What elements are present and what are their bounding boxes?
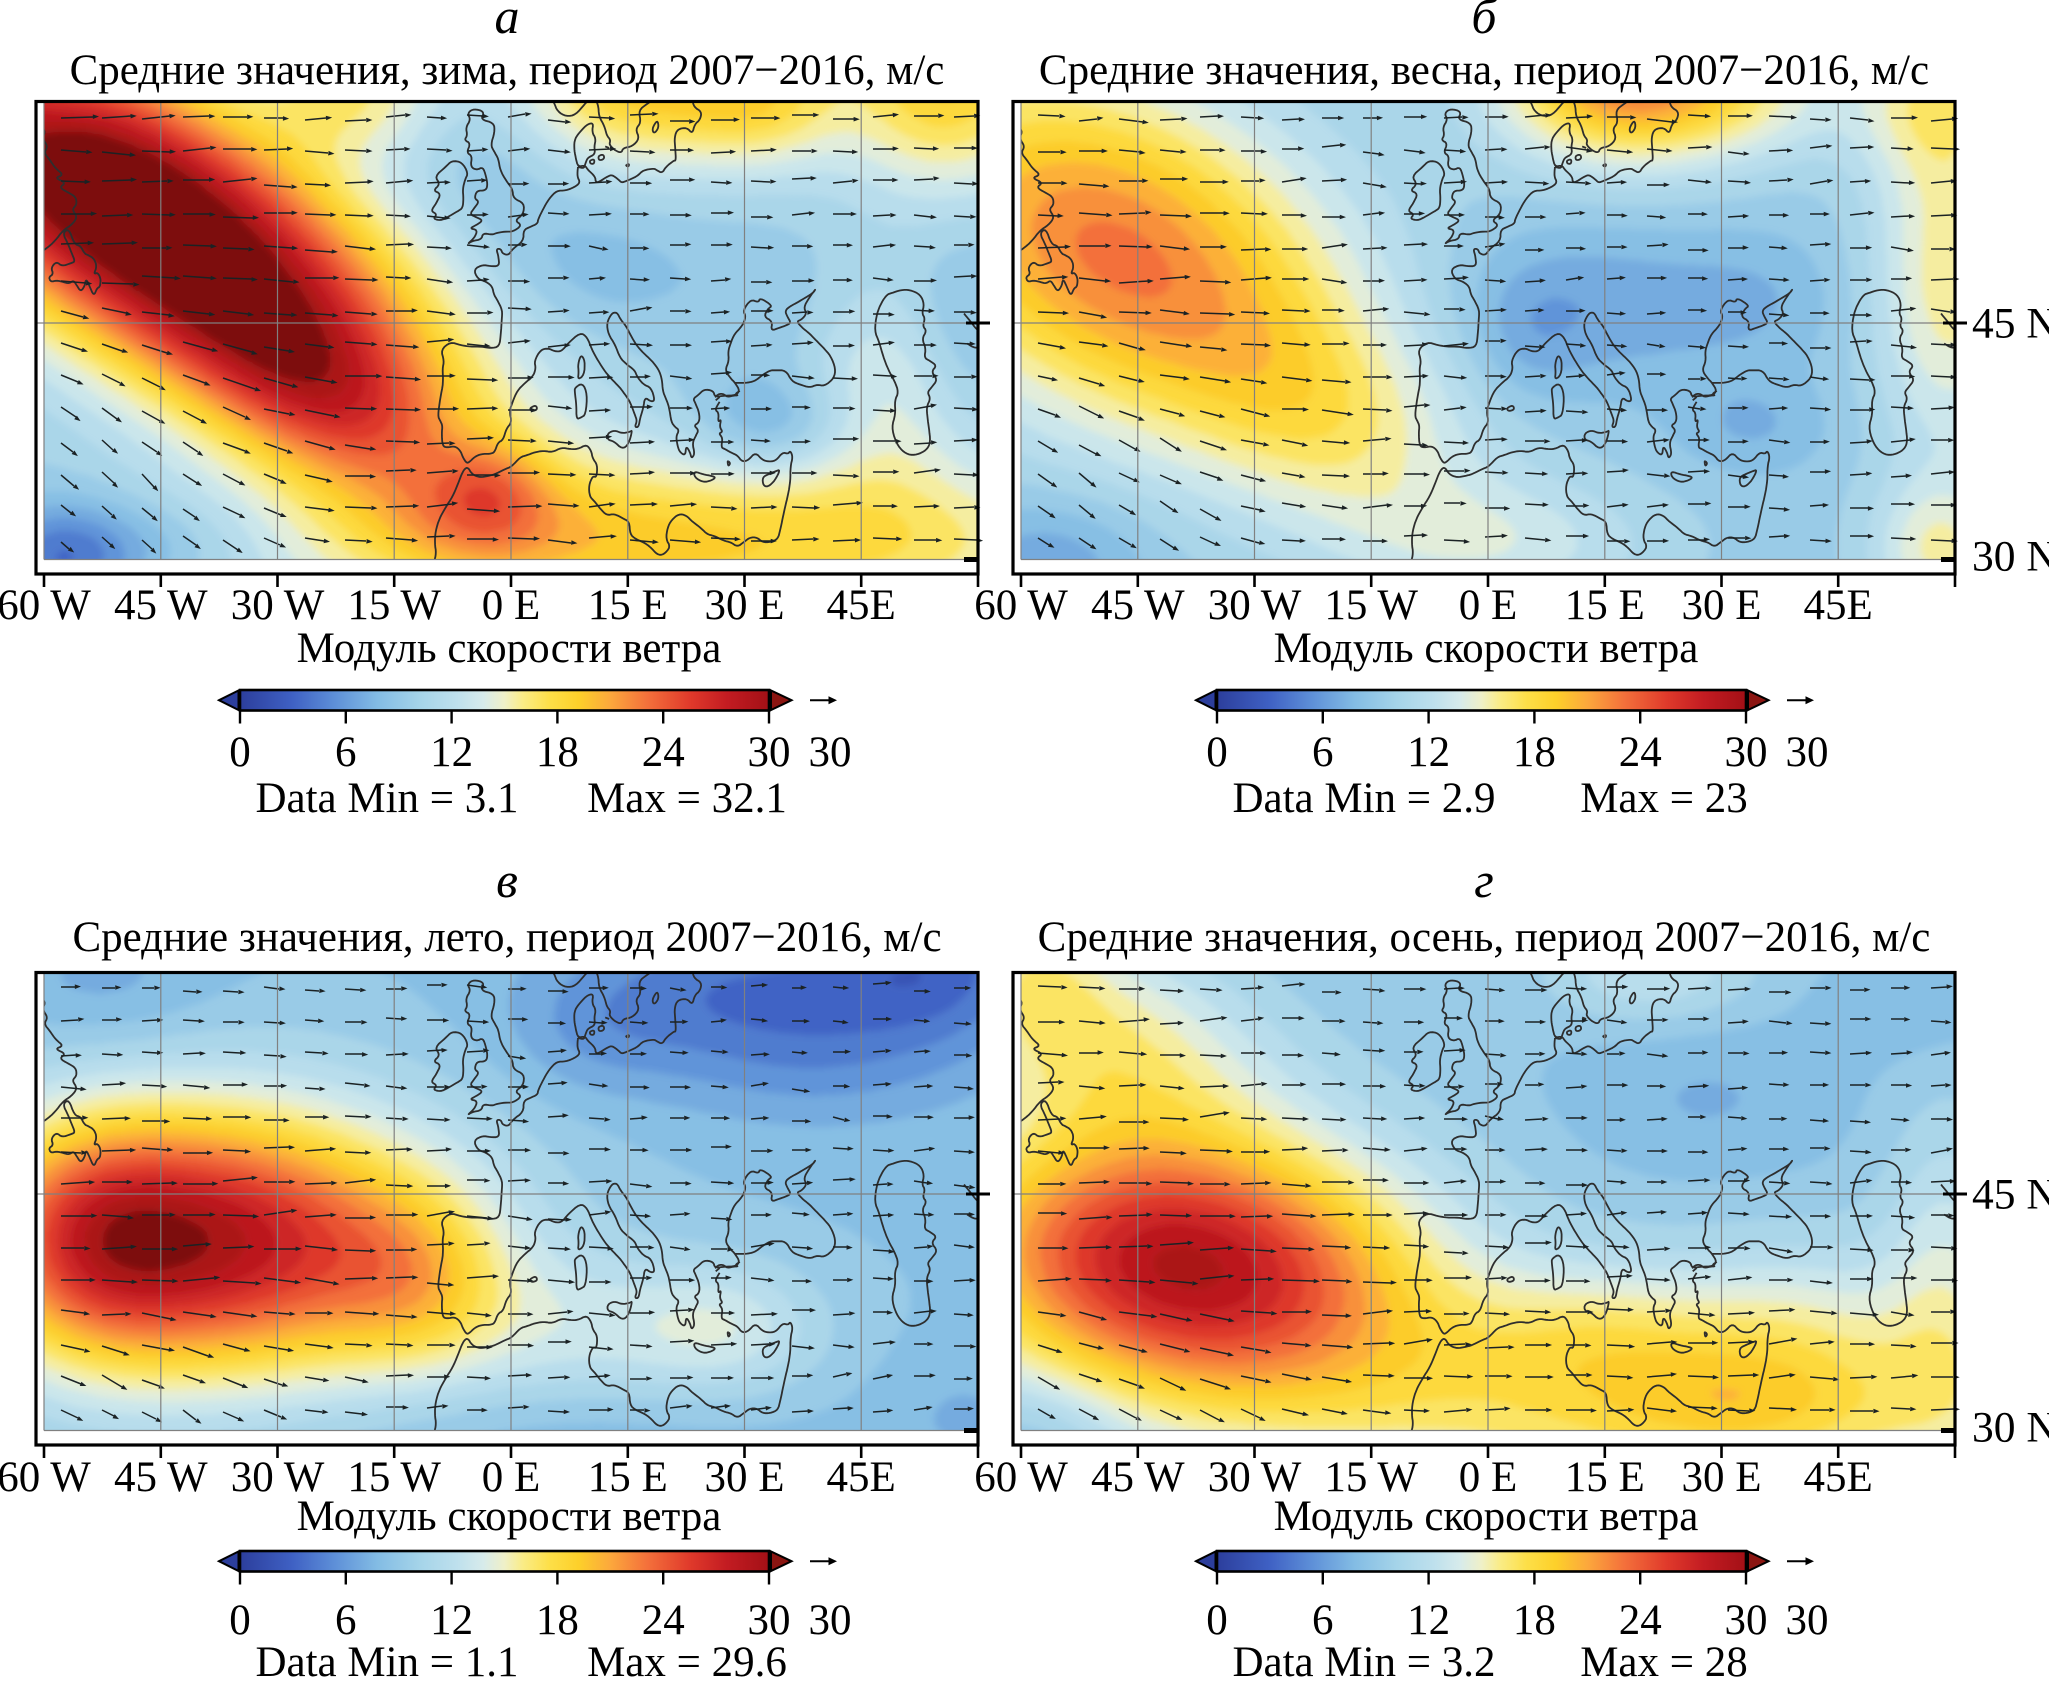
svg-text:0 E: 0 E	[482, 1454, 541, 1501]
svg-text:6: 6	[335, 1597, 357, 1644]
svg-text:45 N: 45 N	[1972, 1171, 2049, 1219]
svg-text:0: 0	[229, 729, 251, 776]
svg-text:Max = 28: Max = 28	[1580, 1639, 1748, 1683]
svg-text:45 N: 45 N	[1972, 300, 2049, 348]
svg-text:30 W: 30 W	[231, 1454, 325, 1501]
svg-text:Data Min = 3.2: Data Min = 3.2	[1232, 1639, 1495, 1683]
svg-text:18: 18	[536, 729, 579, 776]
svg-text:45E: 45E	[1804, 1454, 1873, 1501]
svg-text:0: 0	[1206, 1597, 1228, 1644]
svg-text:15 E: 15 E	[588, 582, 668, 629]
svg-text:15 E: 15 E	[1565, 1454, 1645, 1501]
svg-text:12: 12	[430, 729, 473, 776]
svg-text:Data Min = 1.1: Data Min = 1.1	[255, 1639, 518, 1683]
svg-text:Модуль скорости ветра: Модуль скорости ветра	[297, 625, 722, 672]
svg-text:Средние значения, осень, перио: Средние значения, осень, период 2007−201…	[1038, 914, 1931, 961]
svg-text:12: 12	[430, 1597, 473, 1644]
svg-text:30 W: 30 W	[231, 582, 325, 629]
svg-text:30 N: 30 N	[1972, 1404, 2049, 1452]
svg-text:24: 24	[642, 1597, 685, 1644]
svg-text:30: 30	[748, 1597, 791, 1644]
svg-text:12: 12	[1407, 1597, 1450, 1644]
svg-text:30: 30	[748, 729, 791, 776]
svg-text:30: 30	[1725, 1597, 1768, 1644]
svg-text:Средние значения, лето, период: Средние значения, лето, период 2007−2016…	[72, 914, 941, 961]
svg-text:а: а	[495, 0, 520, 44]
svg-text:0: 0	[1206, 729, 1228, 776]
svg-text:Модуль скорости ветра: Модуль скорости ветра	[297, 1493, 722, 1540]
svg-text:30: 30	[1725, 729, 1768, 776]
svg-text:45 W: 45 W	[1091, 582, 1185, 629]
svg-text:45 W: 45 W	[1091, 1454, 1185, 1501]
svg-text:30 W: 30 W	[1208, 1454, 1302, 1501]
svg-text:12: 12	[1407, 729, 1450, 776]
svg-text:30 E: 30 E	[1681, 1454, 1761, 1501]
svg-text:15 W: 15 W	[1324, 582, 1418, 629]
svg-text:30 E: 30 E	[1681, 582, 1761, 629]
svg-text:6: 6	[1312, 729, 1334, 776]
svg-text:Max = 23: Max = 23	[1580, 775, 1748, 822]
svg-text:30: 30	[1786, 1597, 1829, 1644]
svg-text:30 N: 30 N	[1972, 533, 2049, 581]
svg-text:24: 24	[642, 729, 685, 776]
svg-text:Модуль скорости ветра: Модуль скорости ветра	[1274, 1493, 1699, 1540]
svg-text:15 E: 15 E	[1565, 582, 1645, 629]
svg-text:г: г	[1474, 852, 1494, 908]
svg-text:30: 30	[809, 729, 852, 776]
svg-text:60 W: 60 W	[974, 1454, 1068, 1501]
svg-text:30: 30	[809, 1597, 852, 1644]
svg-text:24: 24	[1619, 729, 1662, 776]
svg-text:30: 30	[1786, 729, 1829, 776]
svg-text:45E: 45E	[1804, 582, 1873, 629]
svg-text:6: 6	[1312, 1597, 1334, 1644]
svg-text:15 W: 15 W	[347, 1454, 441, 1501]
svg-text:15 W: 15 W	[347, 582, 441, 629]
svg-text:45E: 45E	[827, 1454, 896, 1501]
svg-text:0 E: 0 E	[1459, 1454, 1518, 1501]
svg-text:Модуль скорости ветра: Модуль скорости ветра	[1274, 625, 1699, 672]
svg-text:6: 6	[335, 729, 357, 776]
svg-text:Data Min = 2.9: Data Min = 2.9	[1232, 775, 1495, 822]
svg-text:18: 18	[1513, 729, 1556, 776]
svg-text:60 W: 60 W	[0, 582, 91, 629]
svg-text:0 E: 0 E	[482, 582, 541, 629]
svg-text:45E: 45E	[827, 582, 896, 629]
svg-text:Data Min = 3.1: Data Min = 3.1	[255, 775, 518, 822]
svg-text:Max = 29.6: Max = 29.6	[587, 1639, 787, 1683]
svg-text:30 W: 30 W	[1208, 582, 1302, 629]
svg-text:45 W: 45 W	[114, 582, 208, 629]
svg-text:б: б	[1471, 0, 1498, 44]
svg-text:24: 24	[1619, 1597, 1662, 1644]
svg-text:Средние значения, весна, перио: Средние значения, весна, период 2007−201…	[1039, 47, 1929, 94]
svg-text:30 E: 30 E	[704, 582, 784, 629]
svg-text:45 W: 45 W	[114, 1454, 208, 1501]
svg-text:18: 18	[1513, 1597, 1556, 1644]
svg-text:Max = 32.1: Max = 32.1	[587, 775, 787, 822]
svg-text:15 E: 15 E	[588, 1454, 668, 1501]
svg-text:18: 18	[536, 1597, 579, 1644]
svg-text:30 E: 30 E	[704, 1454, 784, 1501]
svg-text:60 W: 60 W	[0, 1454, 91, 1501]
svg-text:15 W: 15 W	[1324, 1454, 1418, 1501]
svg-text:Средние значения, зима, период: Средние значения, зима, период 2007−2016…	[70, 47, 945, 94]
svg-text:0: 0	[229, 1597, 251, 1644]
svg-text:в: в	[496, 852, 518, 908]
svg-text:0 E: 0 E	[1459, 582, 1518, 629]
svg-text:60 W: 60 W	[974, 582, 1068, 629]
